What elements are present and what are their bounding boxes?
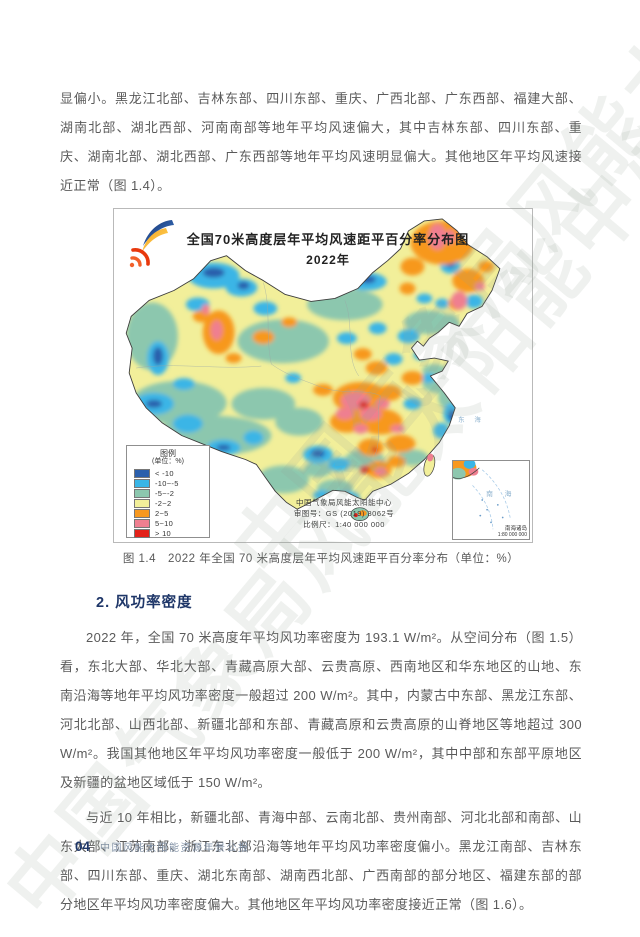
east-china-sea-label: 东 海 bbox=[458, 415, 485, 424]
page-number: 04 bbox=[75, 839, 91, 854]
legend-swatch bbox=[134, 518, 150, 528]
legend-swatch bbox=[134, 528, 150, 538]
province-boundaries bbox=[136, 282, 381, 456]
inset-scale: 1:80 000 000 bbox=[497, 531, 527, 538]
china-anomaly-map: 东 海 bbox=[125, 218, 501, 521]
south-china-sea-inset: 南 海 南海诸岛 1:80 000 000 bbox=[452, 460, 530, 540]
map-blobs-red bbox=[358, 400, 378, 474]
booklet-title: 中国风能太阳能资源年景公报 bbox=[100, 843, 250, 854]
legend-label: -5~-2 bbox=[155, 488, 175, 498]
legend-swatch bbox=[134, 498, 150, 508]
page-footer: 04 中国风能太阳能资源年景公报 bbox=[75, 839, 250, 854]
legend-label: -10~-5 bbox=[155, 478, 179, 488]
hainan-island bbox=[350, 507, 370, 521]
inset-caption: 南海诸岛 1:80 000 000 bbox=[497, 526, 527, 538]
legend-row: < -10 bbox=[127, 468, 209, 478]
legend-row: -2~2 bbox=[127, 498, 209, 508]
legend-label: -2~2 bbox=[155, 498, 172, 508]
legend-label: 2~5 bbox=[155, 508, 169, 518]
map-blobs-pink bbox=[201, 223, 486, 476]
map-source-block: 中国气象局风能太阳能中心 审图号：GS (2019) 3062号 比例尺：1:4… bbox=[249, 497, 439, 530]
legend-swatch bbox=[134, 478, 150, 488]
map-scale: 比例尺：1:40 000 000 bbox=[303, 520, 385, 529]
legend-row: > 10 bbox=[127, 528, 209, 538]
page-content: 显偏小。黑龙江北部、吉林东部、四川东部、重庆、广西北部、广东西部、福建大部、湖南… bbox=[60, 84, 582, 919]
inset-sea-label: 南 海 bbox=[486, 489, 516, 498]
paragraph-wind-speed: 显偏小。黑龙江北部、吉林东部、四川东部、重庆、广西北部、广东西部、福建大部、湖南… bbox=[60, 91, 582, 193]
legend-row: 2~5 bbox=[127, 508, 209, 518]
legend-row: -10~-5 bbox=[127, 478, 209, 488]
taiwan-island bbox=[423, 453, 436, 477]
legend-swatch bbox=[134, 508, 150, 518]
paragraph-wind-power-density-1: 2022 年，全国 70 米高度年平均风功率密度为 193.1 W/m²。从空间… bbox=[60, 630, 582, 790]
legend-label: > 10 bbox=[155, 528, 172, 538]
figure-map-wind-speed-anomaly: 东 海 全国70米高度层年平均 bbox=[113, 208, 533, 543]
map-source-org: 中国气象局风能太阳能中心 bbox=[296, 498, 392, 507]
legend-swatch bbox=[134, 468, 150, 478]
legend-row: 5~10 bbox=[127, 518, 209, 528]
figure-caption: 图 1.4 2022 年全国 70 米高度层年平均风速距平百分率分布（单位：%） bbox=[122, 553, 520, 565]
map-legend: 图例 (单位：%) < -10 -10~-5 -5~-2 -2~2 2~5 5~… bbox=[126, 445, 210, 538]
legend-row: -5~-2 bbox=[127, 488, 209, 498]
map-title-block: 全国70米高度层年平均风速距平百分率分布图 2022年 bbox=[154, 231, 502, 269]
inset-name: 南海诸岛 bbox=[504, 526, 527, 532]
legend-swatch bbox=[134, 488, 150, 498]
map-title: 全国70米高度层年平均风速距平百分率分布图 bbox=[186, 232, 470, 247]
paragraph-wind-power-density-2: 与近 10 年相比，新疆北部、青海中部、云南北部、贵州南部、河北北部和南部、山东… bbox=[60, 810, 582, 912]
cma-wind-solar-logo bbox=[126, 214, 180, 268]
china-outline bbox=[125, 218, 501, 510]
legend-unit: (单位：%) bbox=[152, 458, 184, 465]
legend-label: 5~10 bbox=[155, 518, 174, 528]
section-heading-wind-power-density: 2. 风功率密度 bbox=[96, 595, 193, 611]
map-title-year: 2022年 bbox=[306, 253, 350, 267]
legend-title: 图例 bbox=[160, 449, 176, 458]
legend-label: < -10 bbox=[155, 468, 174, 478]
map-approval-number: 审图号：GS (2019) 3062号 bbox=[293, 509, 395, 518]
